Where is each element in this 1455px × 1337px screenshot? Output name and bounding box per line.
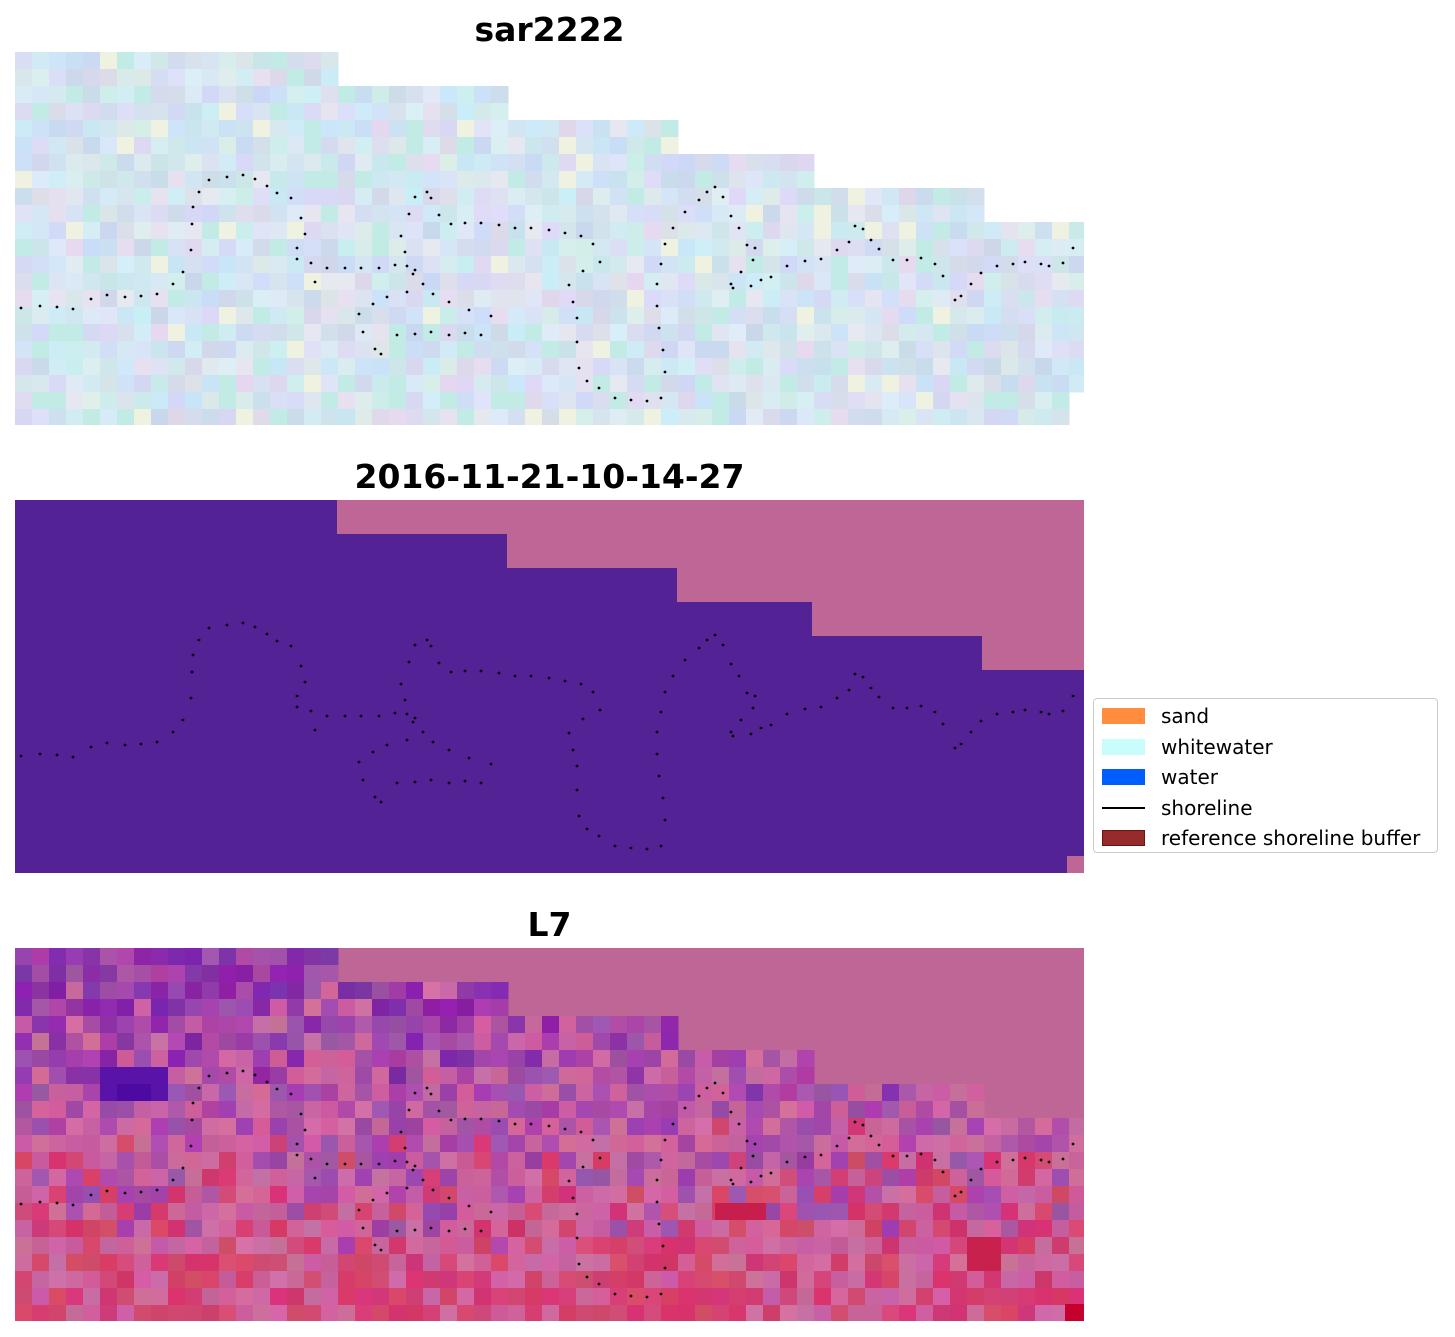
legend-item-whitewater: whitewater: [1102, 734, 1437, 767]
panel-index-image: [15, 948, 1084, 1321]
legend: sand whitewater water shoreline referenc…: [1093, 698, 1438, 853]
shoreline-dots: [19, 621, 1075, 851]
legend-swatch-reference-buffer: [1102, 830, 1145, 846]
legend-item-water: water: [1102, 765, 1437, 797]
legend-swatch-water: [1102, 769, 1145, 785]
classified-image-svg: [15, 500, 1084, 873]
panel-rgb-image: [15, 52, 1084, 425]
legend-label-sand: sand: [1161, 704, 1210, 728]
panel-title-1: sar2222: [474, 10, 625, 49]
rgb-image-svg: [15, 52, 1084, 425]
classified-regions: [15, 500, 1084, 873]
legend-label-shoreline: shoreline: [1161, 795, 1253, 820]
shoreline-dots: [19, 1069, 1075, 1299]
rgb-pixel-grid: [15, 52, 1084, 425]
legend-swatch-sand: [1102, 708, 1145, 724]
index-image-svg: [15, 948, 1084, 1321]
legend-line-shoreline: [1102, 806, 1145, 809]
legend-label-water: water: [1161, 765, 1218, 789]
panel-classified-image: [15, 500, 1084, 873]
legend-item-shoreline: shoreline: [1102, 795, 1437, 828]
legend-label-reference-buffer: reference shoreline buffer: [1161, 826, 1421, 850]
legend-item-reference-buffer: reference shoreline buffer: [1102, 826, 1437, 858]
index-pixel-grid: [15, 948, 1084, 1321]
legend-label-whitewater: whitewater: [1161, 734, 1273, 759]
legend-item-sand: sand: [1102, 704, 1437, 736]
shoreline-dots: [19, 173, 1075, 403]
panel-title-3: L7: [527, 905, 572, 944]
legend-swatch-whitewater: [1102, 738, 1145, 755]
panel-title-2: 2016-11-21-10-14-27: [354, 457, 745, 496]
